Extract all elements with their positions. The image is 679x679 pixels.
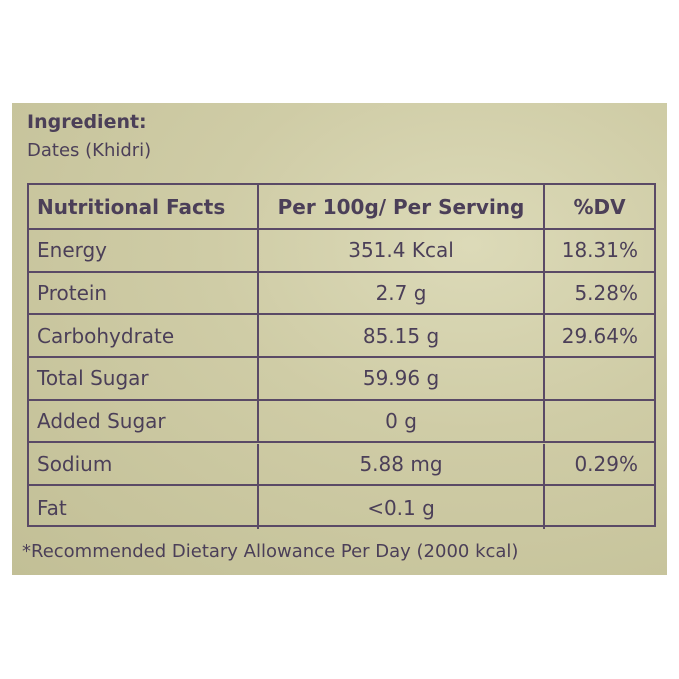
table-cell: 0.29% <box>545 444 654 487</box>
ingredient-title: Ingredient: <box>27 111 147 133</box>
table-cell: 5.88 mg <box>259 443 545 487</box>
column-header: Nutritional Facts <box>29 185 259 230</box>
table-cell <box>545 358 654 401</box>
table-cell: 5.28% <box>545 273 654 316</box>
table-cell: 2.7 g <box>259 272 545 316</box>
footnote: *Recommended Dietary Allowance Per Day (… <box>22 541 519 562</box>
table-cell: 59.96 g <box>259 358 545 401</box>
table-cell: Energy <box>29 230 259 273</box>
table-cell: 18.31% <box>545 230 654 273</box>
table-cell: Fat <box>29 486 259 529</box>
table-cell: Total Sugar <box>29 358 259 401</box>
table-cell <box>545 486 654 529</box>
table-cell: 85.15 g <box>259 315 545 359</box>
table-cell: Protein <box>29 272 259 316</box>
label-photo <box>12 103 667 575</box>
table-cell: Sodium <box>29 443 259 487</box>
table-cell: 0 g <box>259 400 545 444</box>
table-cell: 29.64% <box>545 315 654 359</box>
nutrition-table: Nutritional Facts Per 100g/ Per Serving %D… <box>27 183 656 529</box>
ingredient-text: Dates (Khidri) <box>27 140 152 161</box>
column-header: Per 100g/ Per Serving <box>259 185 545 230</box>
table-cell: Added Sugar <box>29 400 259 444</box>
column-header: %DV <box>545 185 654 230</box>
table-cell <box>545 401 654 444</box>
table-cell: Carbohydrate <box>29 315 259 359</box>
table-cell: <0.1 g <box>259 486 545 529</box>
table-cell: 351.4 Kcal <box>259 230 545 273</box>
